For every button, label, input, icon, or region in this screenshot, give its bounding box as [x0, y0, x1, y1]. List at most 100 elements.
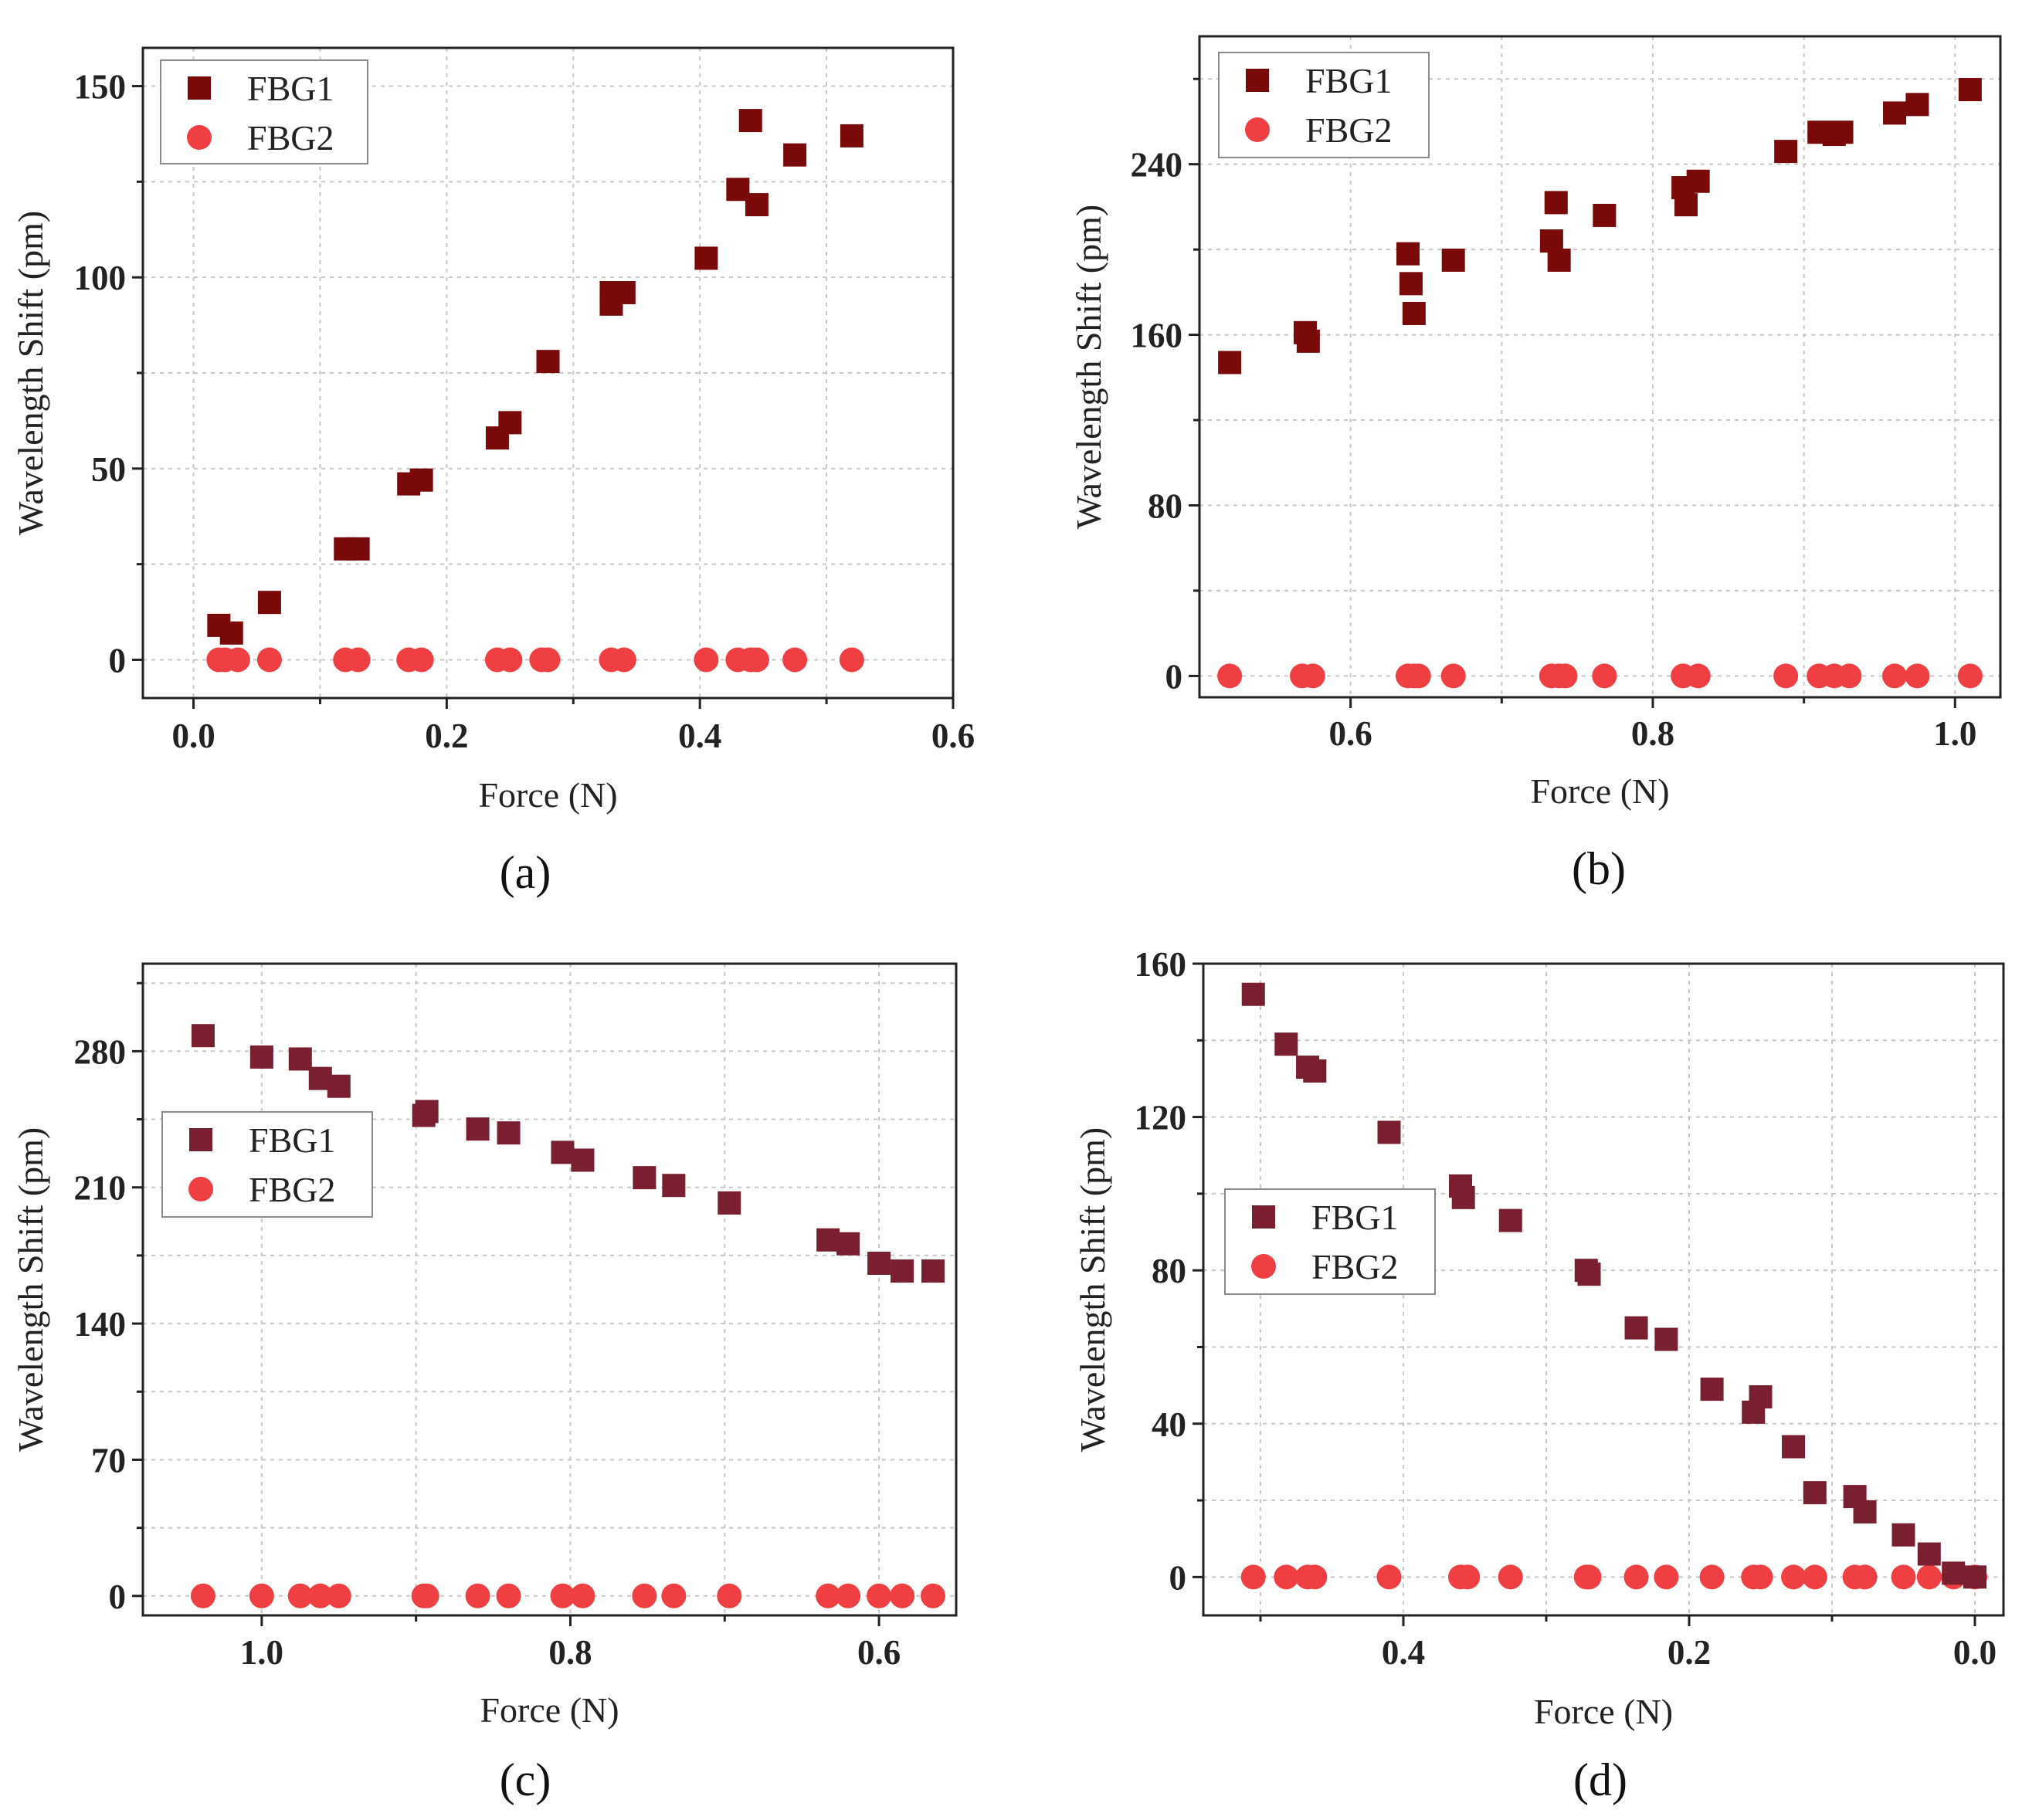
fbg2-point: [225, 647, 250, 673]
fbg1-point: [1749, 1385, 1773, 1409]
fbg1-point: [1830, 120, 1854, 144]
fbg1-point: [536, 350, 560, 374]
fbg1-point: [327, 1074, 351, 1098]
fbg2-point: [465, 1583, 490, 1608]
fbg1-point: [1303, 1059, 1327, 1083]
fbg1-point: [662, 1174, 686, 1198]
fbg2-point: [1957, 663, 1983, 689]
y-tick-label: 80: [1152, 1252, 1186, 1290]
fbg1-point: [836, 1232, 860, 1256]
legend-fbg1-label: FBG1: [1311, 1198, 1398, 1237]
fbg2-point: [921, 1583, 946, 1608]
legend-fbg1-label: FBG1: [249, 1120, 335, 1160]
x-tick-label: 1.0: [1933, 714, 1976, 753]
fbg1-point: [1399, 272, 1423, 296]
fbg2-point: [1837, 663, 1862, 689]
legend-fbg2-label: FBG2: [247, 118, 334, 158]
fbg2-point: [816, 1583, 841, 1608]
legend-fbg2-marker: [187, 125, 212, 150]
panel-c: 0 70 140 210 280 1.0 0.8 0.6 Force (N) Wavelength…: [11, 962, 958, 1805]
fbg2-point: [1376, 1564, 1402, 1590]
x-tick-label: 0.2: [425, 717, 468, 755]
panel-caption: (d): [1573, 1754, 1627, 1805]
fbg1-point: [1654, 1327, 1678, 1351]
fbg2-point: [1406, 663, 1431, 689]
fbg2-point: [1905, 663, 1930, 689]
fbg1-point: [1402, 301, 1426, 325]
legend-fbg2-marker: [1245, 117, 1270, 142]
fbg2-point: [1592, 663, 1617, 689]
fbg1-point: [1774, 140, 1798, 164]
series-fbg1: [207, 109, 863, 645]
x-tick-label: 0.4: [678, 717, 721, 755]
plot-frame: [1202, 962, 2005, 1617]
y-tick-label: 50: [91, 450, 126, 489]
fbg1-point: [816, 1228, 840, 1252]
fbg1-point: [718, 1191, 741, 1215]
fbg2-point: [256, 647, 282, 673]
x-tick-label: 0.2: [1668, 1633, 1711, 1672]
legend: FBG1 FBG2: [161, 1111, 373, 1218]
y-tick-label: 40: [1152, 1405, 1186, 1444]
y-tick-label: 240: [1131, 146, 1183, 185]
y-tick-label: 210: [74, 1169, 127, 1208]
fbg1-point: [1441, 248, 1465, 272]
fbg1-point: [1905, 93, 1929, 117]
fbg1-point: [1883, 101, 1907, 125]
fbg2-point: [744, 647, 769, 673]
fbg1-point: [415, 1100, 439, 1124]
fbg2-point: [717, 1583, 742, 1608]
y-tick-label: 0: [109, 1578, 127, 1616]
fbg1-point: [219, 621, 243, 645]
legend-fbg1-marker: [188, 76, 211, 100]
fbg1-point: [783, 143, 807, 167]
fbg2-point: [836, 1583, 861, 1608]
fbg2-point: [496, 1583, 521, 1608]
series-fbg2: [206, 647, 864, 673]
plot-frame: [141, 962, 958, 1617]
fbg1-point: [1547, 248, 1571, 272]
y-tick-label: 140: [74, 1305, 127, 1344]
fbg1-point: [1544, 191, 1568, 215]
fbg1-point: [738, 109, 762, 133]
fbg2-point: [1916, 1564, 1942, 1590]
fbg1-point: [249, 1045, 273, 1069]
fbg1-point: [921, 1259, 945, 1283]
fbg2-point: [1852, 1564, 1878, 1590]
fbg1-point: [1624, 1316, 1648, 1340]
fbg2-point: [307, 1583, 333, 1608]
fbg1-point: [891, 1259, 914, 1283]
legend-fbg2-label: FBG2: [249, 1170, 335, 1209]
fbg2-point: [1699, 1564, 1725, 1590]
fbg1-point: [745, 193, 768, 217]
fbg1-point: [1674, 193, 1698, 217]
legend-fbg1-marker: [1246, 69, 1269, 92]
panel-a: 0 50 100 150 0.0 0.2 0.4 0.6 Force (N) Wavelength…: [11, 46, 975, 898]
fbg1-point: [466, 1117, 490, 1141]
panel-caption: (b): [1572, 843, 1626, 894]
fbg2-point: [1882, 663, 1908, 689]
fbg2-point: [249, 1583, 274, 1608]
legend-fbg1-marker: [189, 1128, 212, 1151]
fbg1-point: [1218, 351, 1242, 375]
series-fbg2: [190, 1583, 946, 1608]
y-tick-label: 70: [91, 1441, 126, 1479]
panel-caption: (c): [500, 1754, 551, 1805]
fbg2-point: [190, 1583, 215, 1608]
fbg1-point: [1686, 169, 1710, 193]
fbg2-point: [1654, 1564, 1679, 1590]
fbg1-point: [1274, 1032, 1298, 1056]
panel-b: 0 80 160 240 0.6 0.8 1.0 Force (N) Wavelength Sh…: [1069, 35, 2002, 894]
fbg2-point: [497, 647, 523, 673]
legend-fbg2-marker: [1251, 1254, 1276, 1279]
fbg1-point: [1782, 1435, 1806, 1459]
fbg1-point: [1942, 1561, 1966, 1585]
fbg1-point: [1377, 1120, 1401, 1144]
fbg1-point: [191, 1024, 215, 1048]
x-tick-label: 0.6: [857, 1633, 901, 1672]
fbg1-point: [1803, 1481, 1827, 1505]
fbg2-point: [1240, 1564, 1266, 1590]
fbg1-point: [1917, 1542, 1941, 1566]
fbg1-point: [1451, 1185, 1475, 1209]
fbg2-point: [1685, 663, 1711, 689]
